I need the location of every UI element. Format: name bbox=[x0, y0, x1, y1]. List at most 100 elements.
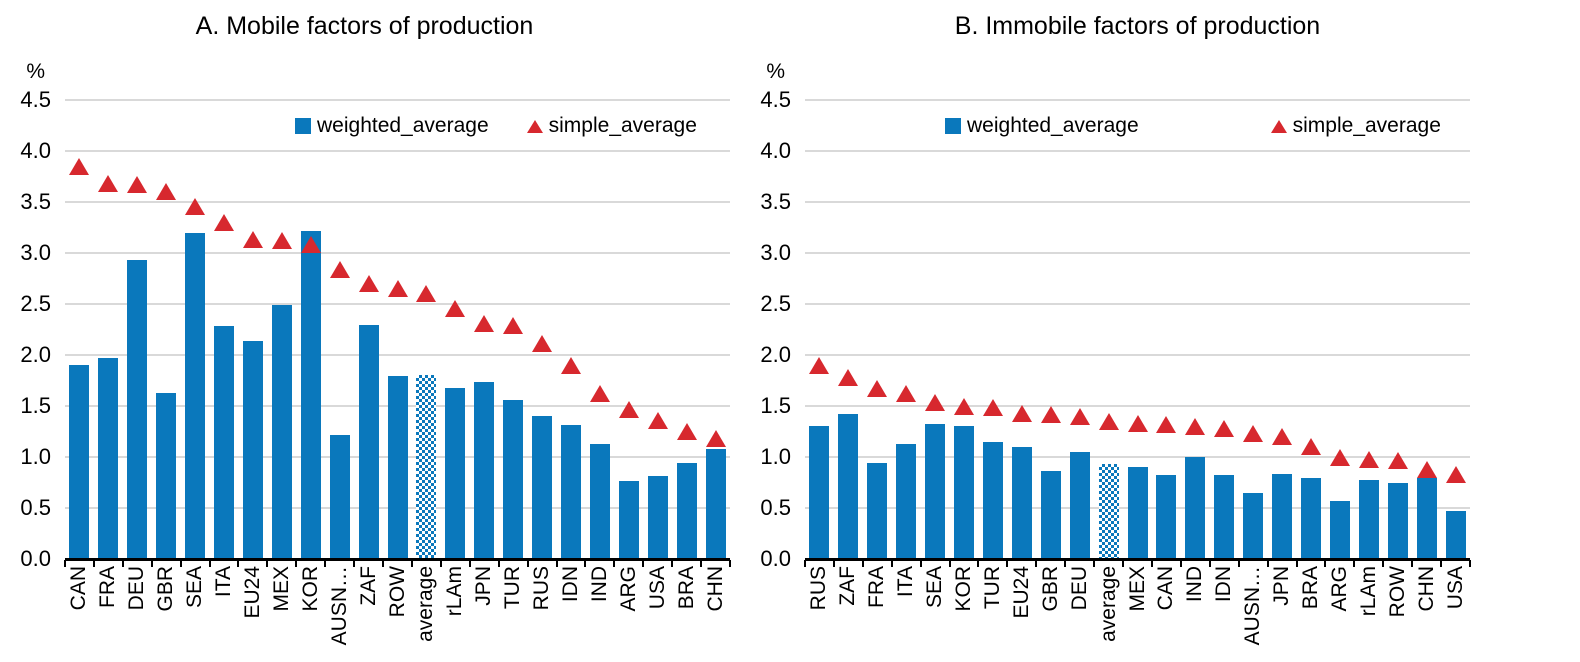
axis-tick bbox=[526, 560, 529, 567]
legend-label: simple_average bbox=[1292, 114, 1441, 137]
average-bar bbox=[1098, 464, 1119, 559]
bar bbox=[185, 232, 206, 559]
bar bbox=[982, 441, 1003, 559]
simple-average-marker bbox=[300, 236, 321, 254]
bar bbox=[1040, 471, 1061, 559]
y-axis-unit-label: % bbox=[766, 60, 785, 83]
simple-average-marker bbox=[647, 411, 668, 429]
x-axis-label: CAN bbox=[1154, 566, 1178, 611]
bar bbox=[1329, 500, 1350, 559]
simple-average-marker bbox=[618, 400, 639, 418]
x-axis-label: EU24 bbox=[240, 566, 264, 619]
gridline bbox=[65, 150, 730, 152]
axis-tick bbox=[919, 560, 922, 567]
x-axis-label: RUS bbox=[530, 566, 554, 611]
x-axis-label: JPN bbox=[1270, 566, 1294, 606]
axis-tick bbox=[1006, 560, 1009, 567]
axis-tick bbox=[613, 560, 616, 567]
gridline bbox=[65, 303, 730, 305]
bar bbox=[1069, 451, 1090, 559]
x-axis-label: TUR bbox=[501, 566, 525, 610]
y-axis-tick-label: 4.0 bbox=[20, 138, 51, 163]
gridline bbox=[805, 303, 1470, 305]
y-axis-tick-label: 2.5 bbox=[760, 291, 791, 316]
axis-tick bbox=[1150, 560, 1153, 567]
bar bbox=[69, 365, 90, 559]
y-axis-tick-label: 1.5 bbox=[760, 393, 791, 418]
axis-tick bbox=[671, 560, 674, 567]
bar bbox=[1387, 482, 1408, 559]
axis-tick bbox=[121, 560, 124, 567]
simple-average-marker bbox=[1069, 407, 1090, 425]
x-axis-label: CHN bbox=[1414, 566, 1438, 612]
legend-item-weighted-average: weighted_average bbox=[295, 114, 489, 138]
bar bbox=[1272, 474, 1293, 559]
axis-tick bbox=[555, 560, 558, 567]
axis-tick bbox=[324, 560, 327, 567]
legend-triangle-swatch-icon bbox=[526, 119, 543, 133]
bar bbox=[1445, 511, 1466, 559]
axis-tick bbox=[295, 560, 298, 567]
y-axis-tick-label: 4.5 bbox=[760, 87, 791, 112]
x-axis-label: MEX bbox=[269, 566, 293, 612]
bar bbox=[474, 381, 495, 559]
axis-tick bbox=[208, 560, 211, 567]
axis-tick bbox=[92, 560, 95, 567]
axis-tick bbox=[237, 560, 240, 567]
simple-average-marker bbox=[214, 213, 235, 231]
simple-average-marker bbox=[474, 314, 495, 332]
bar bbox=[532, 416, 553, 559]
simple-average-marker bbox=[329, 260, 350, 278]
y-axis-tick-label: 2.0 bbox=[760, 342, 791, 367]
bar bbox=[387, 376, 408, 559]
gridline bbox=[65, 201, 730, 203]
y-axis-tick-label: 2.0 bbox=[20, 342, 51, 367]
simple-average-marker bbox=[387, 280, 408, 298]
axis-tick bbox=[1353, 560, 1356, 567]
axis-tick bbox=[832, 560, 835, 567]
axis-tick bbox=[64, 560, 66, 567]
bar bbox=[98, 358, 119, 559]
legend: weighted_average simple_average bbox=[295, 114, 697, 138]
simple-average-marker bbox=[1127, 414, 1148, 432]
legend-label: weighted_average bbox=[317, 114, 489, 137]
gridline bbox=[65, 99, 730, 101]
simple-average-marker bbox=[867, 380, 888, 398]
x-axis-label: BRA bbox=[1298, 566, 1322, 610]
bar bbox=[1300, 478, 1321, 559]
bar bbox=[618, 481, 639, 559]
bar bbox=[156, 392, 177, 559]
simple-average-marker bbox=[1272, 428, 1293, 446]
x-axis-label: TUR bbox=[980, 566, 1004, 610]
axis-tick bbox=[1179, 560, 1182, 567]
x-axis-label: ITA bbox=[894, 566, 918, 598]
simple-average-marker bbox=[1214, 419, 1235, 437]
bar bbox=[1156, 475, 1177, 559]
bar bbox=[589, 443, 610, 559]
x-axis-line bbox=[65, 558, 730, 561]
y-axis-tick-label: 3.0 bbox=[760, 240, 791, 265]
bar bbox=[300, 230, 321, 559]
x-axis-label: ROW bbox=[1385, 566, 1409, 618]
axis-tick bbox=[948, 560, 951, 567]
y-axis-tick-label: 1.5 bbox=[20, 393, 51, 418]
gridline bbox=[805, 99, 1470, 101]
x-axis-label: ITA bbox=[212, 566, 236, 598]
simple-average-marker bbox=[1358, 450, 1379, 468]
gridline bbox=[805, 150, 1470, 152]
axis-tick bbox=[729, 560, 731, 567]
axis-tick bbox=[1266, 560, 1269, 567]
gridline bbox=[65, 252, 730, 254]
simple-average-marker bbox=[242, 231, 263, 249]
x-axis-label: SEA bbox=[183, 566, 207, 609]
x-axis-label: ARG bbox=[616, 566, 640, 612]
axis-tick bbox=[1440, 560, 1443, 567]
x-axis-label: GBR bbox=[1038, 566, 1062, 612]
simple-average-marker bbox=[271, 232, 292, 250]
simple-average-marker bbox=[1011, 404, 1032, 422]
legend: weighted_average simple_average bbox=[945, 114, 1441, 138]
bar bbox=[214, 326, 235, 559]
axis-tick bbox=[439, 560, 442, 567]
bar bbox=[271, 305, 292, 559]
